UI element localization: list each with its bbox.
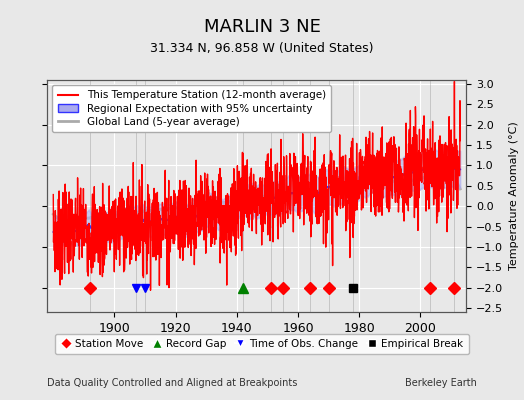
Y-axis label: Temperature Anomaly (°C): Temperature Anomaly (°C)	[509, 122, 519, 270]
Text: 31.334 N, 96.858 W (United States): 31.334 N, 96.858 W (United States)	[150, 42, 374, 55]
Text: MARLIN 3 NE: MARLIN 3 NE	[203, 18, 321, 36]
Text: Data Quality Controlled and Aligned at Breakpoints: Data Quality Controlled and Aligned at B…	[47, 378, 298, 388]
Legend: Station Move, Record Gap, Time of Obs. Change, Empirical Break: Station Move, Record Gap, Time of Obs. C…	[55, 334, 469, 354]
Text: Berkeley Earth: Berkeley Earth	[405, 378, 477, 388]
Legend: This Temperature Station (12-month average), Regional Expectation with 95% uncer: This Temperature Station (12-month avera…	[52, 85, 331, 132]
